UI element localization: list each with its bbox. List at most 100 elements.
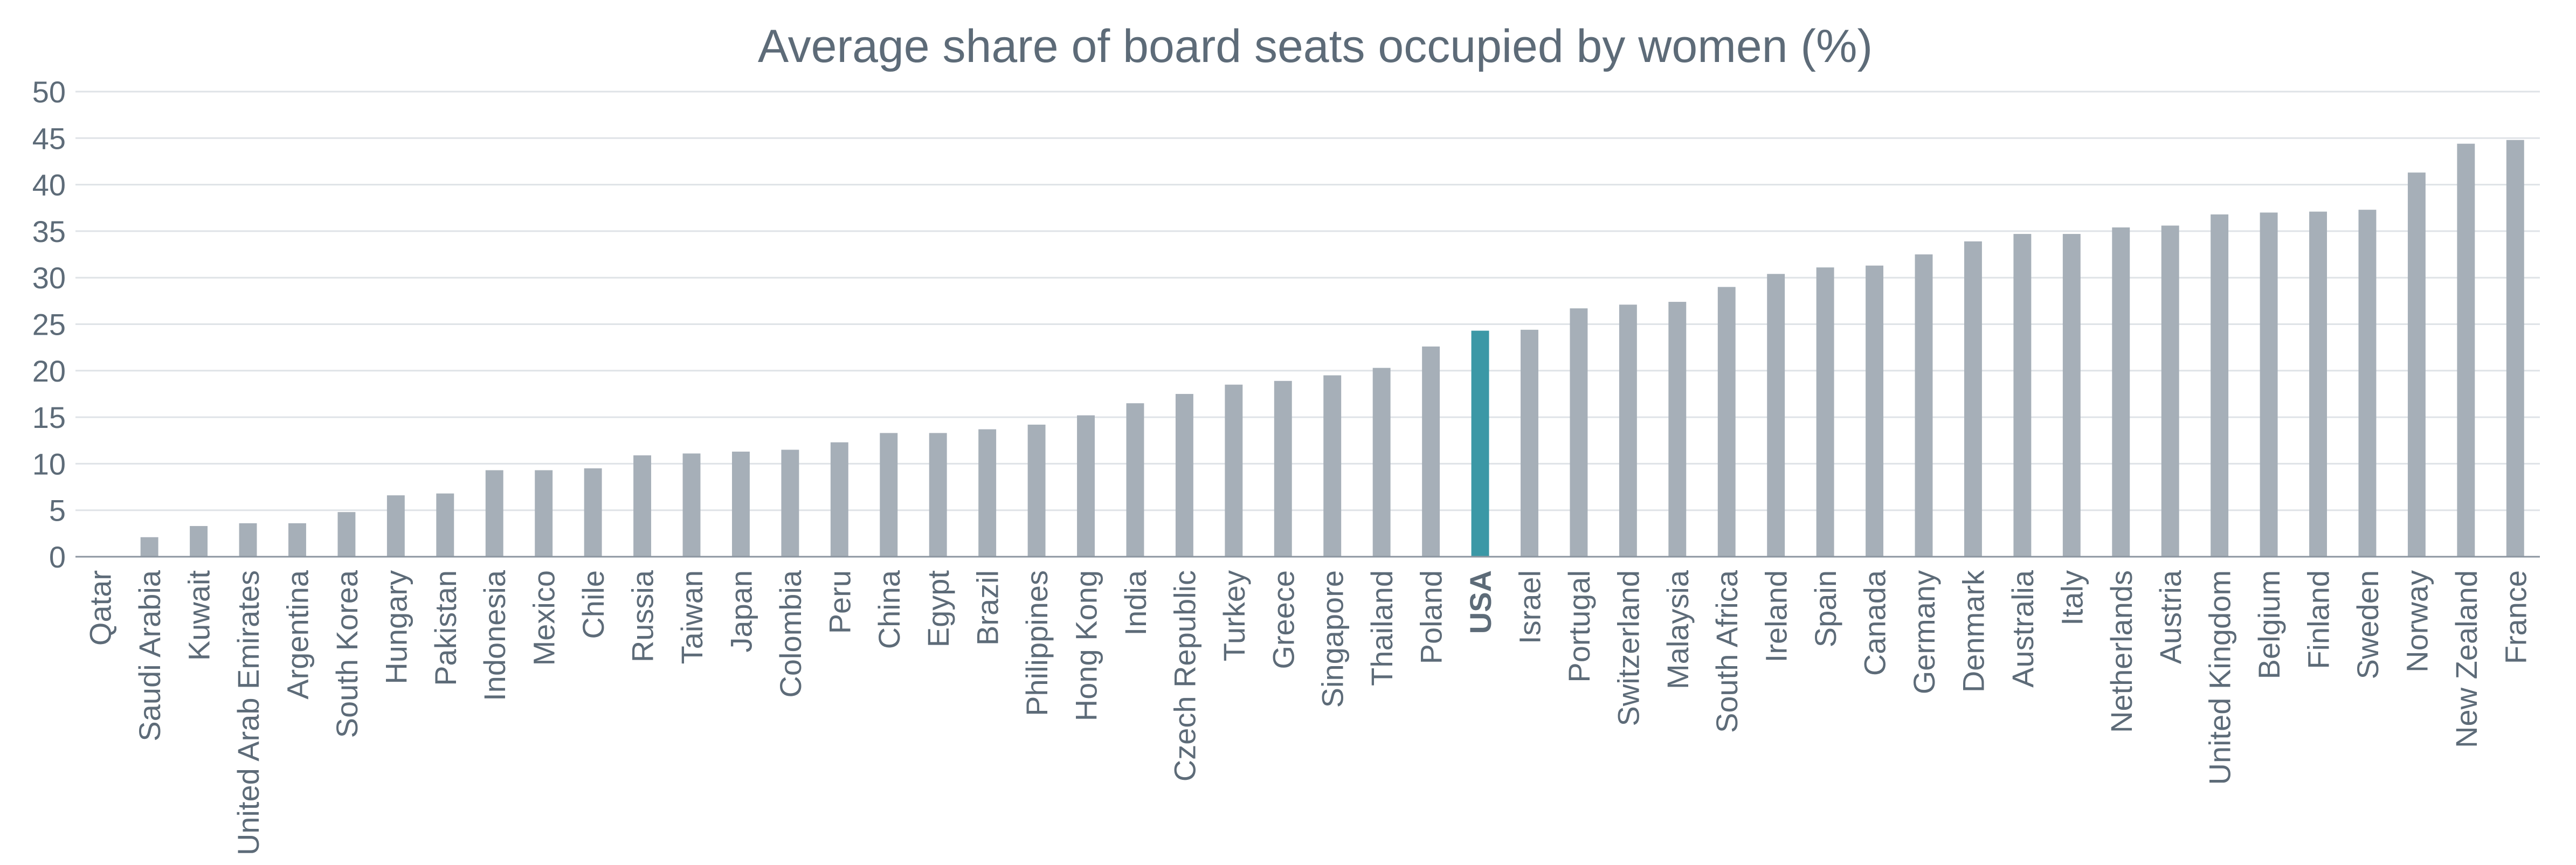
x-tick-label: Japan bbox=[724, 570, 758, 653]
x-tick-label: Chile bbox=[576, 570, 610, 639]
x-tick-label: Russia bbox=[626, 570, 660, 662]
x-tick-label: South Korea bbox=[330, 570, 364, 738]
chart-title: Average share of board seats occupied by… bbox=[758, 20, 1873, 72]
x-axis-ticks: Qatar Saudi Arabia Kuwait United Arab Emira… bbox=[84, 570, 2533, 855]
bar-pakistan bbox=[436, 493, 454, 557]
bars bbox=[140, 140, 2524, 557]
x-tick-label: China bbox=[872, 570, 906, 649]
y-axis-ticks: 0 5 10 15 20 25 30 35 40 45 50 bbox=[32, 75, 66, 574]
x-tick-label: Denmark bbox=[1956, 570, 1990, 693]
bar-united-kingdom bbox=[2211, 214, 2229, 557]
bar-poland bbox=[1422, 346, 1440, 557]
x-tick-label: Czech Republic bbox=[1168, 570, 1201, 781]
bar-kuwait bbox=[190, 526, 208, 557]
y-tick-label: 5 bbox=[49, 494, 66, 528]
x-tick-label: Austria bbox=[2153, 570, 2187, 664]
x-tick-label: Spain bbox=[1808, 570, 1842, 647]
bar-italy bbox=[2062, 234, 2081, 557]
bar-spain bbox=[1816, 267, 1834, 557]
x-tick-label: Portugal bbox=[1562, 570, 1596, 683]
y-tick-label: 35 bbox=[32, 214, 66, 248]
bar-argentina bbox=[288, 523, 306, 557]
bar-brazil bbox=[978, 429, 997, 557]
x-tick-label: Peru bbox=[823, 570, 857, 634]
bar-colombia bbox=[781, 449, 799, 557]
x-tick-label: Canada bbox=[1858, 570, 1892, 676]
y-tick-label: 0 bbox=[49, 540, 66, 574]
x-tick-label: Hungary bbox=[379, 570, 413, 684]
bar-china bbox=[880, 433, 898, 557]
x-tick-label: Thailand bbox=[1365, 570, 1399, 686]
y-tick-label: 45 bbox=[32, 121, 66, 155]
x-tick-label: Australia bbox=[2006, 570, 2040, 688]
x-tick-label: Italy bbox=[2055, 570, 2089, 626]
bar-india bbox=[1126, 403, 1144, 557]
bar-indonesia bbox=[485, 470, 503, 557]
bar-czech-republic bbox=[1175, 393, 1193, 557]
x-tick-label: Philippines bbox=[1020, 570, 1054, 716]
y-tick-label: 40 bbox=[32, 168, 66, 202]
x-tick-label: Switzerland bbox=[1611, 570, 1645, 726]
x-tick-label: Qatar bbox=[84, 570, 118, 646]
bar-singapore bbox=[1323, 375, 1342, 557]
bar-south-korea bbox=[337, 512, 356, 557]
x-tick-label: United Arab Emirates bbox=[231, 570, 265, 855]
x-tick-label: Egypt bbox=[921, 570, 955, 648]
x-tick-label: Netherlands bbox=[2104, 570, 2138, 733]
bar-belgium bbox=[2260, 212, 2278, 557]
y-tick-label: 25 bbox=[32, 308, 66, 342]
x-tick-label: Taiwan bbox=[675, 570, 709, 664]
x-tick-label: Israel bbox=[1513, 570, 1546, 644]
bar-united-arab-emirates bbox=[239, 523, 257, 557]
x-tick-label: Pakistan bbox=[429, 570, 462, 686]
bar-new-zealand bbox=[2457, 143, 2475, 557]
bar-canada bbox=[1866, 265, 1884, 557]
y-tick-label: 10 bbox=[32, 447, 66, 481]
bar-finland bbox=[2309, 211, 2327, 557]
bar-turkey bbox=[1225, 384, 1243, 557]
x-tick-label: USA bbox=[1463, 570, 1497, 634]
x-tick-label: Germany bbox=[1907, 570, 1941, 694]
x-tick-label: Mexico bbox=[527, 570, 561, 666]
x-tick-label: Norway bbox=[2400, 570, 2434, 673]
x-tick-label: Brazil bbox=[971, 570, 1005, 646]
bar-malaysia bbox=[1668, 302, 1687, 557]
bar-austria bbox=[2161, 225, 2179, 557]
bar-denmark bbox=[1964, 241, 1982, 557]
y-tick-label: 15 bbox=[32, 400, 66, 434]
bar-sweden bbox=[2358, 210, 2377, 557]
bar-philippines bbox=[1027, 424, 1046, 557]
x-tick-label: Poland bbox=[1414, 570, 1448, 664]
bar-israel bbox=[1521, 329, 1538, 557]
x-tick-label: Greece bbox=[1266, 570, 1300, 669]
x-tick-label: Belgium bbox=[2252, 570, 2286, 679]
x-tick-label: Hong Kong bbox=[1069, 570, 1103, 721]
bar-hungary bbox=[386, 495, 405, 557]
bar-peru bbox=[830, 442, 848, 557]
x-tick-label: New Zealand bbox=[2449, 570, 2483, 748]
x-tick-label: Malaysia bbox=[1661, 570, 1695, 689]
bar-greece bbox=[1274, 380, 1292, 557]
x-tick-label: United Kingdom bbox=[2203, 570, 2237, 785]
bar-norway bbox=[2407, 172, 2426, 557]
bar-russia bbox=[633, 455, 652, 557]
bar-france bbox=[2506, 140, 2524, 557]
x-tick-label: Finland bbox=[2302, 570, 2336, 669]
y-tick-label: 50 bbox=[32, 75, 66, 109]
bar-saudi-arabia bbox=[140, 537, 158, 557]
bar-egypt bbox=[929, 433, 947, 557]
bar-mexico bbox=[535, 470, 553, 557]
bar-taiwan bbox=[682, 453, 701, 557]
y-tick-label: 20 bbox=[32, 354, 66, 388]
bar-thailand bbox=[1372, 368, 1391, 557]
y-tick-label: 30 bbox=[32, 261, 66, 295]
x-tick-label: Saudi Arabia bbox=[133, 570, 167, 741]
bar-usa bbox=[1471, 330, 1489, 557]
bar-south-africa bbox=[1717, 287, 1736, 557]
bar-portugal bbox=[1570, 308, 1588, 557]
bar-netherlands bbox=[2112, 227, 2130, 557]
x-tick-label: Indonesia bbox=[478, 570, 512, 701]
x-tick-label: Colombia bbox=[774, 570, 807, 697]
